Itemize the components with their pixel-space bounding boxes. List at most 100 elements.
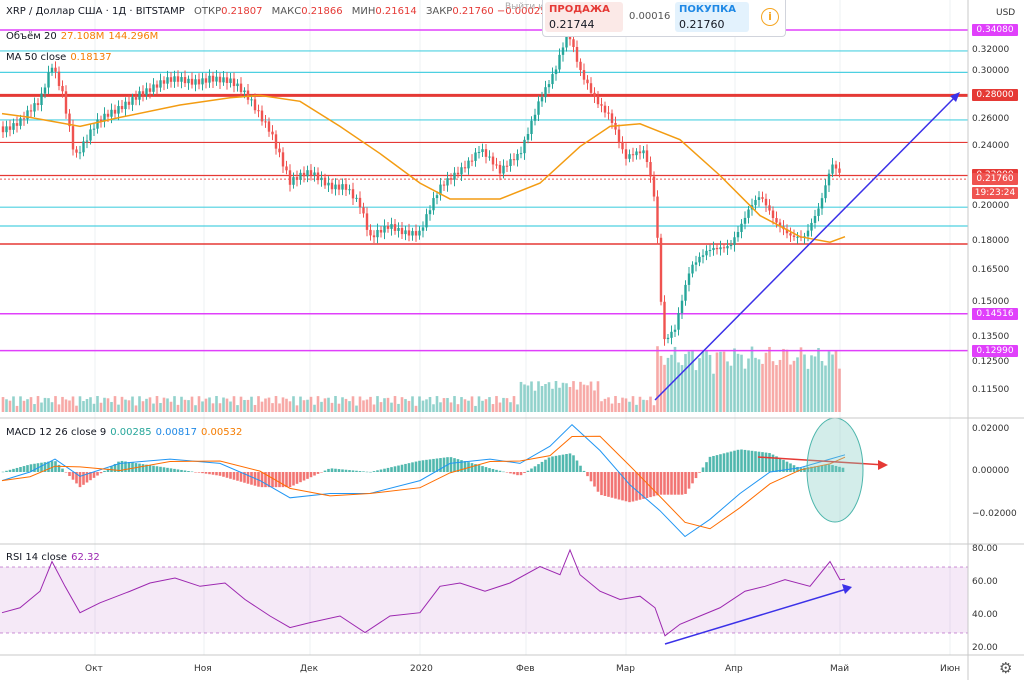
volume-bar xyxy=(103,397,106,412)
volume-bar xyxy=(729,365,733,412)
volume-bar xyxy=(512,396,516,412)
macd-hist-bar xyxy=(92,472,96,478)
candle-body xyxy=(78,152,82,154)
macd-hist-bar xyxy=(512,472,516,475)
macd-hist-bar xyxy=(274,472,278,488)
candle-body xyxy=(502,165,505,174)
ma-legend-label: MA 50 close xyxy=(6,52,67,63)
macd-hist-bar xyxy=(323,470,327,472)
macd-hist-bar xyxy=(442,457,446,472)
gear-icon[interactable]: ⚙ xyxy=(999,659,1013,677)
macd-hist-bar xyxy=(320,472,323,473)
macd-hist-bar xyxy=(754,451,757,472)
candle-body xyxy=(99,119,103,122)
candle-body xyxy=(397,228,400,231)
macd-axis-label: 0.02000 xyxy=(972,424,1010,434)
macd-hist-bar xyxy=(309,472,313,478)
macd-legend-hist: 0.00285 xyxy=(110,427,152,438)
candle-body xyxy=(369,229,372,236)
volume-bar xyxy=(180,396,183,412)
candle-body xyxy=(617,129,621,142)
rsi-legend-value: 62.32 xyxy=(71,552,100,563)
volume-bar xyxy=(278,403,281,412)
volume-bar xyxy=(64,399,68,412)
rsi-axis-label: 20.00 xyxy=(972,643,998,653)
volume-bar xyxy=(393,396,397,412)
candle-body xyxy=(358,197,362,208)
macd-hist-bar xyxy=(551,456,554,472)
macd-hist-bar xyxy=(141,464,145,472)
candle-body xyxy=(722,247,726,249)
rsi-legend[interactable]: RSI 14 close 62.32 xyxy=(6,552,100,563)
candle-body xyxy=(712,247,715,251)
macd-hist-bar xyxy=(631,472,635,502)
volume-bar xyxy=(414,405,418,412)
candle-body xyxy=(554,69,558,75)
info-icon[interactable]: i xyxy=(761,8,779,26)
volume-bar xyxy=(568,386,572,412)
volume-bar xyxy=(803,354,806,412)
time-axis-label: Июн xyxy=(940,664,961,674)
macd-hist-bar xyxy=(148,465,152,472)
macd-hist-bar xyxy=(491,468,495,472)
candle-body xyxy=(659,237,663,302)
candle-body xyxy=(789,233,792,236)
macd-hist-bar xyxy=(628,472,631,503)
rsi-band xyxy=(0,567,968,633)
candle-body xyxy=(488,156,491,158)
macd-hist-bar xyxy=(68,472,71,477)
candle-body xyxy=(824,185,827,199)
candle-body xyxy=(285,166,288,171)
volume-bar xyxy=(547,382,551,412)
candle-body xyxy=(687,273,691,285)
macd-hist-bar xyxy=(593,472,596,487)
macd-legend[interactable]: MACD 12 26 close 9 0.00285 0.00817 0.00532 xyxy=(6,427,242,438)
sell-button[interactable]: ПРОДАЖА 0.21744 xyxy=(545,2,623,32)
macd-hist-bar xyxy=(831,465,834,472)
candle-body xyxy=(372,235,376,238)
ma-legend[interactable]: MA 50 close 0.18137 xyxy=(6,52,112,63)
macd-hist-bar xyxy=(390,467,393,472)
volume-bar xyxy=(257,396,260,412)
candle-body xyxy=(642,150,645,154)
macd-hist-bar xyxy=(358,471,362,472)
close-value: 0.21760 xyxy=(452,6,494,17)
candle-body xyxy=(593,92,596,97)
candle-body xyxy=(141,91,145,96)
candle-body xyxy=(253,99,257,111)
volume-bar xyxy=(754,357,757,412)
candle-body xyxy=(446,178,449,186)
volume-legend[interactable]: Объём 20 27.108M 144.296M xyxy=(6,31,158,42)
candle-body xyxy=(761,197,764,199)
macd-hist-bar xyxy=(386,467,390,472)
macd-hist-bar xyxy=(29,464,33,472)
macd-hist-bar xyxy=(435,458,439,472)
candle-body xyxy=(551,74,554,85)
symbol-title[interactable]: XRP / Доллар США · 1Д · BITSTAMP xyxy=(6,6,185,17)
candle-body xyxy=(638,151,642,154)
candle-body xyxy=(810,222,813,231)
macd-hist-bar xyxy=(698,472,701,473)
macd-hist-bar xyxy=(554,455,558,472)
volume-bar xyxy=(390,402,393,412)
volume-bar xyxy=(267,397,271,412)
macd-hist-bar xyxy=(484,467,488,472)
buy-button[interactable]: ПОКУПКА 0.21760 xyxy=(675,2,749,32)
time-axis-label: Ноя xyxy=(194,664,212,674)
macd-hist-bar xyxy=(540,461,544,472)
currency-label[interactable]: USD xyxy=(996,8,1016,18)
candle-body xyxy=(355,197,358,199)
candle-body xyxy=(222,77,225,83)
macd-hist-bar xyxy=(260,472,264,488)
candle-body xyxy=(47,72,50,88)
candle-body xyxy=(834,164,838,169)
macd-hist-bar xyxy=(834,465,838,472)
volume-bar xyxy=(708,354,712,412)
candle-body xyxy=(425,214,428,228)
volume-bar xyxy=(652,405,656,412)
volume-bar xyxy=(764,352,768,412)
candle-body xyxy=(635,151,638,156)
volume-bar xyxy=(337,403,341,412)
candle-body xyxy=(376,229,379,238)
